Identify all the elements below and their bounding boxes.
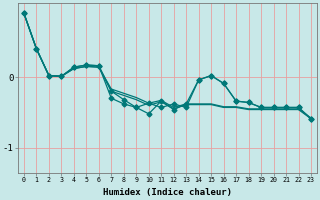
X-axis label: Humidex (Indice chaleur): Humidex (Indice chaleur) — [103, 188, 232, 197]
